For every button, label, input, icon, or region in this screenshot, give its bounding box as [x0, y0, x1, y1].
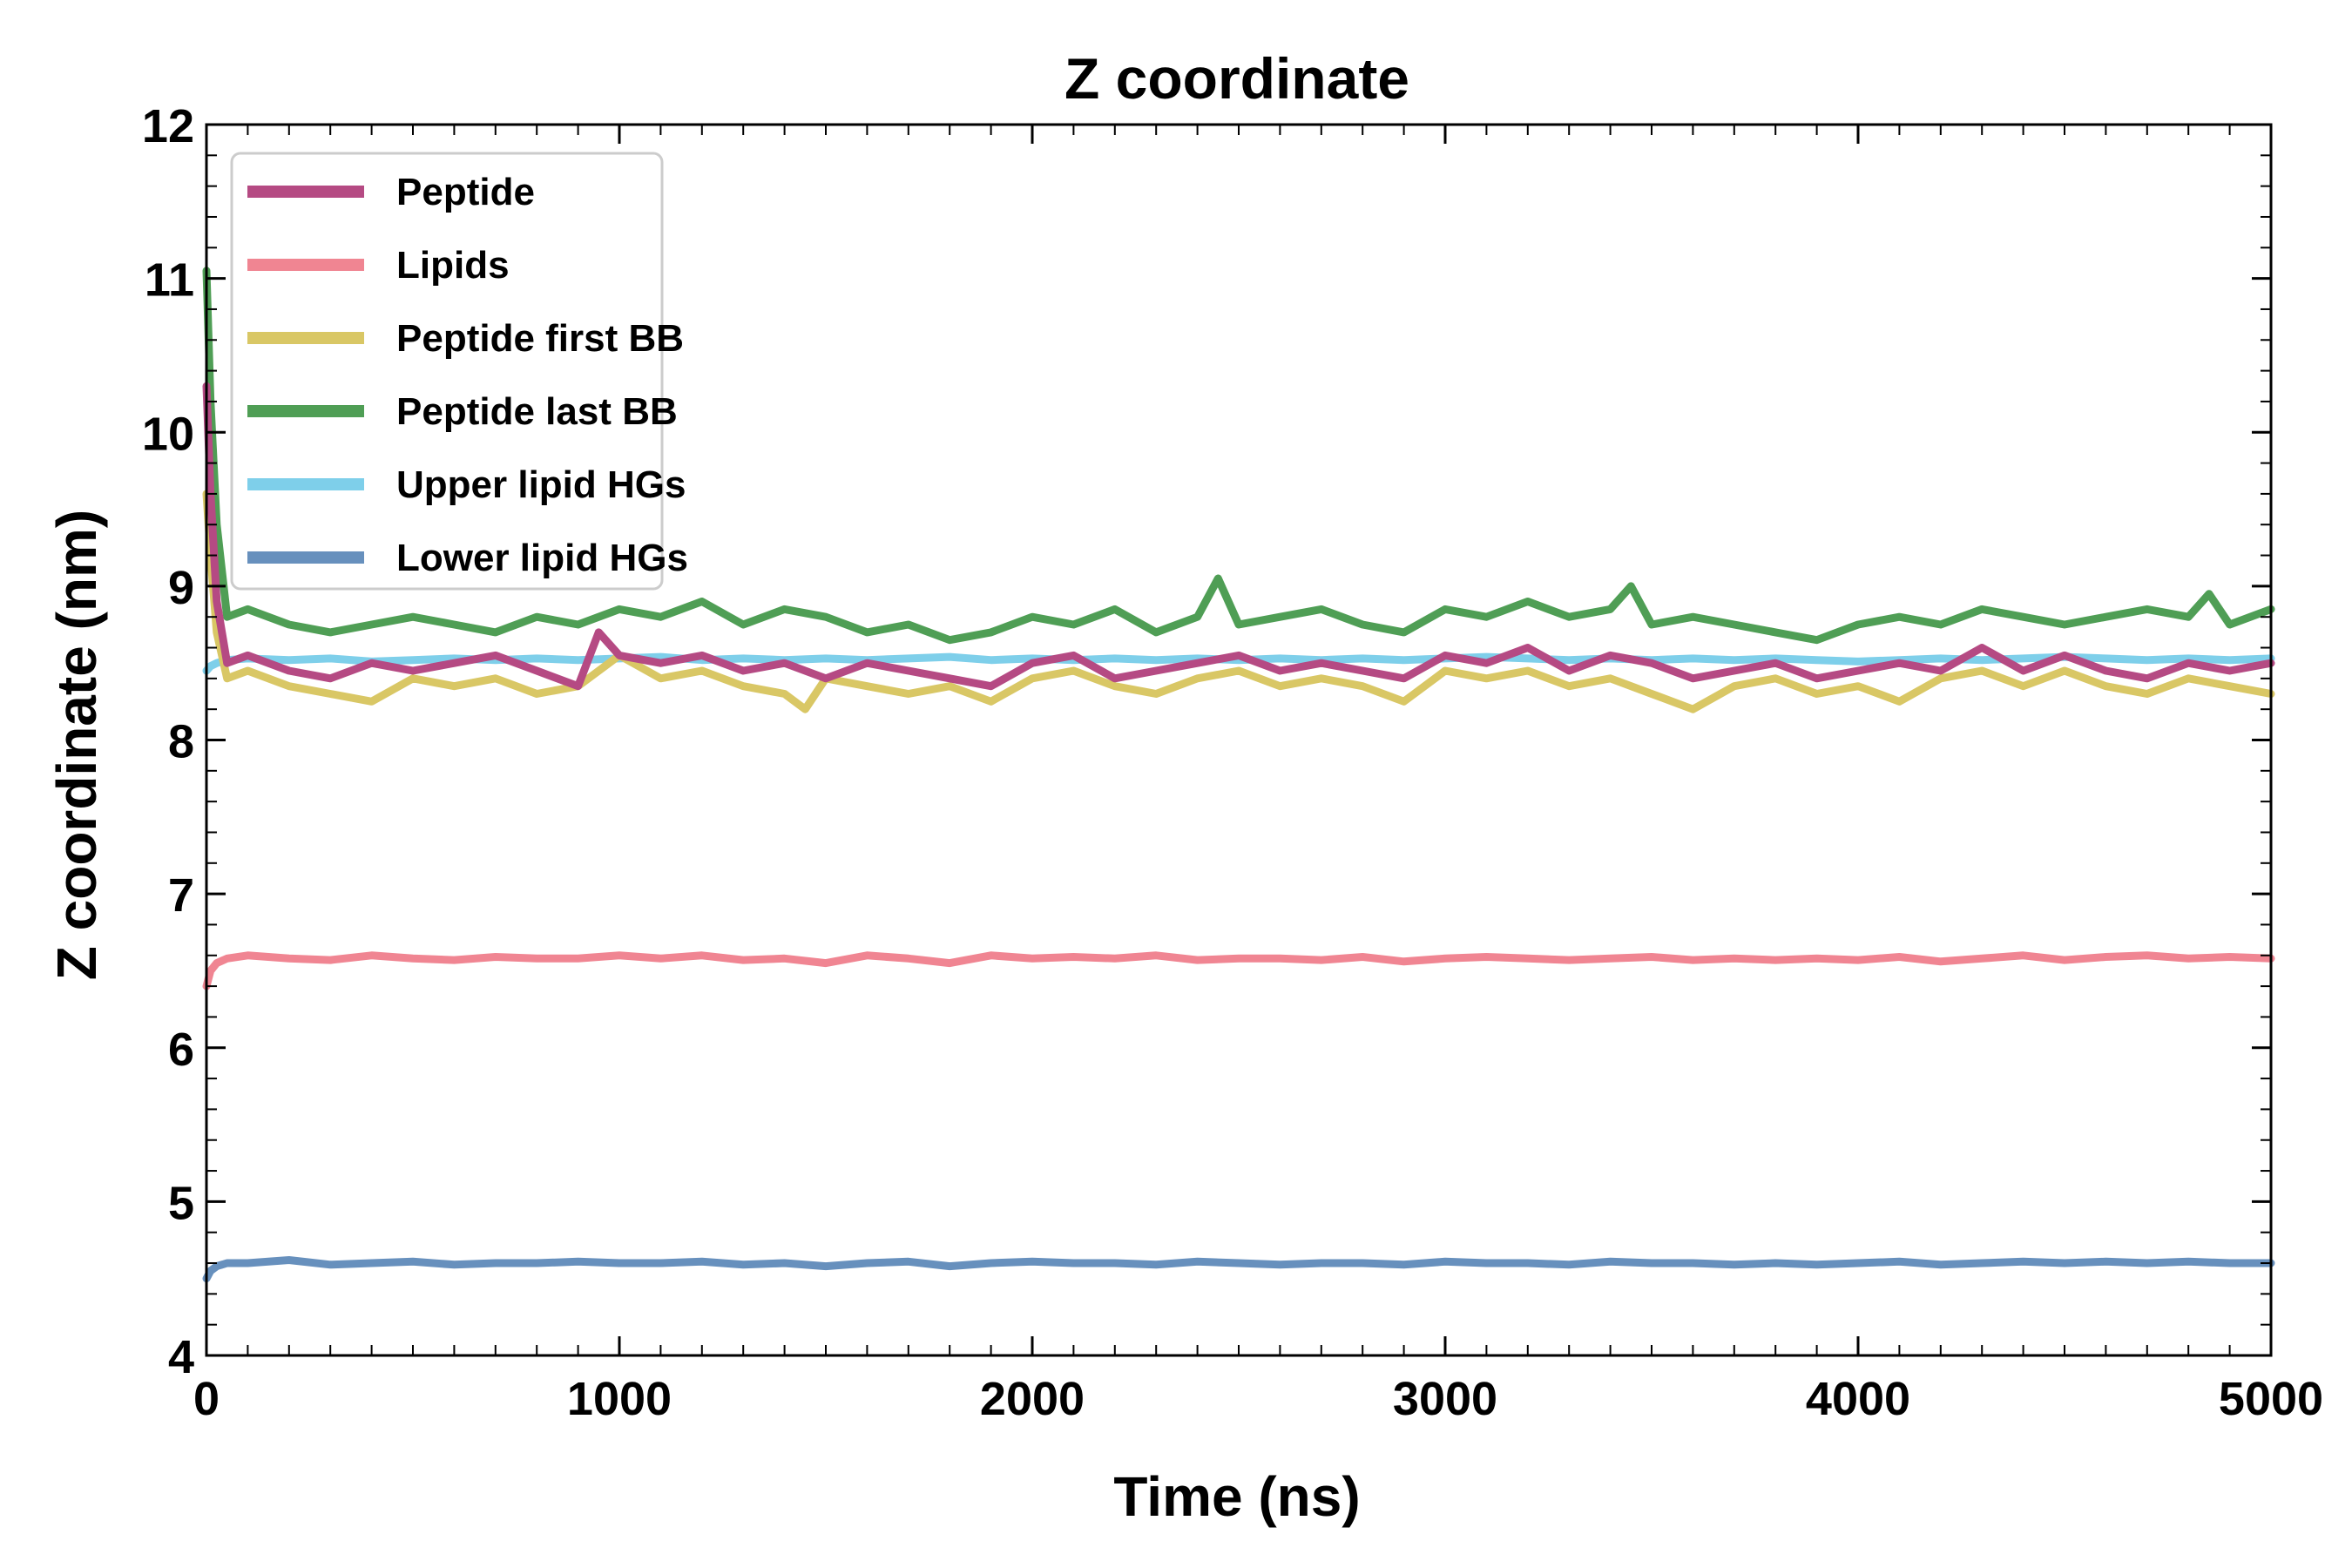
series-line-2 — [202, 490, 2275, 713]
series-line-0 — [202, 382, 2275, 691]
legend-label: Peptide — [396, 171, 535, 213]
y-tick-label: 7 — [168, 869, 194, 922]
x-tick-label: 2000 — [980, 1373, 1085, 1425]
legend: Peptide Lipids Peptide first BB Peptide las… — [230, 152, 688, 591]
x-tick-label: 4000 — [1806, 1373, 1910, 1425]
y-tick-label: 9 — [168, 562, 194, 614]
y-tick-label: 8 — [168, 716, 194, 768]
y-tick-label: 10 — [142, 408, 194, 460]
series-line-3 — [202, 267, 2275, 645]
legend-box — [230, 152, 664, 591]
y-axis-label: Z coordinate (nm) — [45, 510, 108, 980]
legend-label: Lipids — [396, 244, 510, 287]
legend-label: Upper lipid HGs — [396, 463, 686, 506]
x-tick-label: 1000 — [567, 1373, 672, 1425]
legend-label: Lower lipid HGs — [396, 537, 688, 579]
y-tick-label: 12 — [142, 100, 194, 152]
series-line-4 — [202, 652, 2275, 675]
legend-label: Peptide last BB — [396, 390, 678, 433]
plot-frame — [205, 123, 2273, 1357]
legend-items: Peptide Lipids Peptide first BB Peptide las… — [247, 171, 688, 579]
x-axis-label: Time (ns) — [1113, 1465, 1360, 1528]
x-tick-label: 3000 — [1393, 1373, 1497, 1425]
y-tick-label: 11 — [145, 254, 194, 307]
series-line-1 — [202, 951, 2275, 990]
legend-label: Peptide first BB — [396, 317, 684, 360]
series-layer — [202, 267, 2275, 1283]
ticks-layer: 0 1000 2000 3000 4000 5000 4 5 6 7 8 9 10 11 12 — [142, 100, 2323, 1425]
y-tick-label: 4 — [168, 1331, 194, 1383]
x-tick-label: 0 — [193, 1373, 220, 1425]
y-tick-label: 5 — [168, 1177, 194, 1229]
series-line-5 — [202, 1256, 2275, 1283]
y-tick-label: 6 — [168, 1024, 194, 1076]
chart-title: Z coordinate — [1064, 46, 1409, 111]
x-tick-label: 5000 — [2219, 1373, 2323, 1425]
